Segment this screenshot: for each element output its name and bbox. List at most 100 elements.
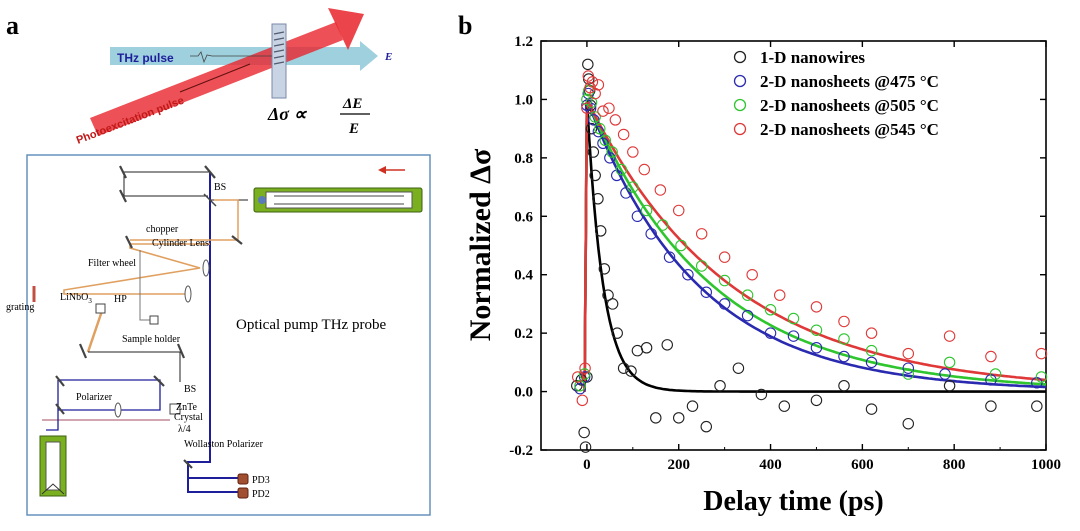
data-point-4 [985, 350, 997, 363]
data-point-4 [581, 102, 593, 114]
data-point-4 [582, 70, 595, 82]
wollaston-label: Wollaston Polarizer [184, 439, 264, 450]
polarizer-label: Polarizer [76, 392, 113, 403]
data-point-2 [682, 268, 694, 281]
data-point-4 [597, 105, 609, 117]
data-point-1 [602, 289, 614, 301]
data-point-1 [838, 379, 850, 392]
data-point-4 [943, 330, 956, 342]
y-tick-label: -0.2 [509, 443, 533, 459]
x-tick-label: 0 [583, 457, 591, 473]
data-point-1 [778, 400, 791, 412]
panel-a-label: a [6, 11, 19, 40]
data-point-4 [865, 327, 878, 339]
data-point-3 [943, 356, 956, 369]
data-point-1 [579, 441, 592, 453]
data-point-4 [695, 228, 708, 240]
crystal-label: Crystal [174, 412, 203, 423]
data-point-4 [1035, 347, 1048, 360]
data-point-1 [902, 417, 915, 430]
data-point-2 [631, 210, 644, 223]
sample-plate [271, 23, 287, 99]
y-tick-label: 0.4 [514, 268, 533, 284]
data-point-4 [576, 394, 589, 407]
y-tick-label: 1.0 [514, 92, 533, 108]
cylinder-lens-label: Cylinder Lens [152, 238, 209, 249]
data-point-1 [598, 263, 611, 275]
setup-title: Optical pump THz probe [236, 317, 386, 333]
fit-curve-2 [583, 98, 1047, 392]
data-point-2 [645, 228, 657, 240]
data-point-3 [675, 239, 687, 252]
data-point-2 [939, 368, 951, 380]
data-point-1 [594, 225, 607, 237]
legend-label-1: 1-D nanowires [760, 48, 865, 67]
formula-lhs: Δσ ∝ [267, 104, 307, 124]
lambda4-label: λ/4 [178, 424, 191, 435]
y-tick-label: 0.6 [514, 209, 533, 225]
data-point-2 [787, 330, 800, 342]
data-point-1 [625, 365, 637, 377]
data-point-2 [597, 137, 609, 150]
data-point-4 [603, 102, 615, 114]
data-point-3 [589, 111, 601, 123]
data-point-1 [611, 327, 623, 339]
data-point-1 [985, 400, 997, 412]
data-point-4 [586, 76, 599, 88]
data-point-3 [1035, 371, 1048, 383]
data-point-4 [592, 79, 605, 91]
data-point-4 [571, 371, 584, 383]
data-point-4 [579, 362, 591, 374]
bs-top-element [203, 193, 217, 207]
data-point-1 [1031, 400, 1043, 412]
data-point-2 [718, 298, 731, 310]
data-point-1 [661, 339, 673, 351]
thz-waveform [190, 51, 272, 64]
data-point-1 [640, 341, 653, 354]
data-point-3 [764, 304, 777, 316]
y-tick-label: 0.8 [514, 151, 533, 167]
sample-holder-label: Sample holder [122, 334, 181, 345]
x-tick-label: 400 [759, 457, 782, 473]
data-point-3 [599, 134, 612, 147]
data-point-2 [574, 382, 586, 395]
data-point-4 [627, 146, 639, 158]
data-point-1 [582, 58, 594, 71]
data-point-1 [592, 193, 604, 205]
data-point-4 [609, 114, 622, 126]
formula-numerator: ΔE [342, 96, 362, 112]
data-point-2 [764, 327, 777, 339]
data-point-2 [810, 341, 823, 354]
data-point-2 [865, 356, 878, 369]
data-point-3 [627, 181, 639, 193]
data-point-1 [865, 403, 878, 415]
data-point-2 [838, 350, 850, 363]
setup-frame [26, 154, 431, 516]
hp-label: HP [114, 294, 127, 305]
data-point-1 [606, 298, 619, 310]
chopper-label: chopper [146, 224, 179, 235]
data-point-3 [718, 274, 731, 287]
x-tick-label: 600 [851, 457, 874, 473]
y-axis-label: Normalized Δσ [464, 148, 497, 341]
fit-curve-4 [583, 98, 1047, 392]
data-point-3 [989, 368, 1002, 380]
data-point-1 [700, 420, 713, 433]
panel-b-label: b [458, 11, 472, 40]
data-point-1 [587, 146, 600, 158]
plot-frame [540, 40, 1047, 451]
data-point-1 [575, 374, 588, 386]
legend-marker-1 [733, 50, 747, 64]
grating-label: grating [6, 302, 34, 313]
data-point-3 [787, 312, 800, 325]
legend-marker-2 [733, 74, 747, 88]
sample-holder-element [149, 315, 159, 325]
e-field-label: E [384, 51, 392, 63]
data-point-2 [620, 187, 632, 199]
y-tick-label: 0.0 [514, 385, 533, 401]
data-point-3 [594, 122, 606, 135]
fit-curve-1 [583, 99, 1046, 393]
data-point-3 [640, 204, 653, 217]
y-tick-label: 1.2 [514, 34, 533, 50]
lens-2 [184, 285, 192, 303]
